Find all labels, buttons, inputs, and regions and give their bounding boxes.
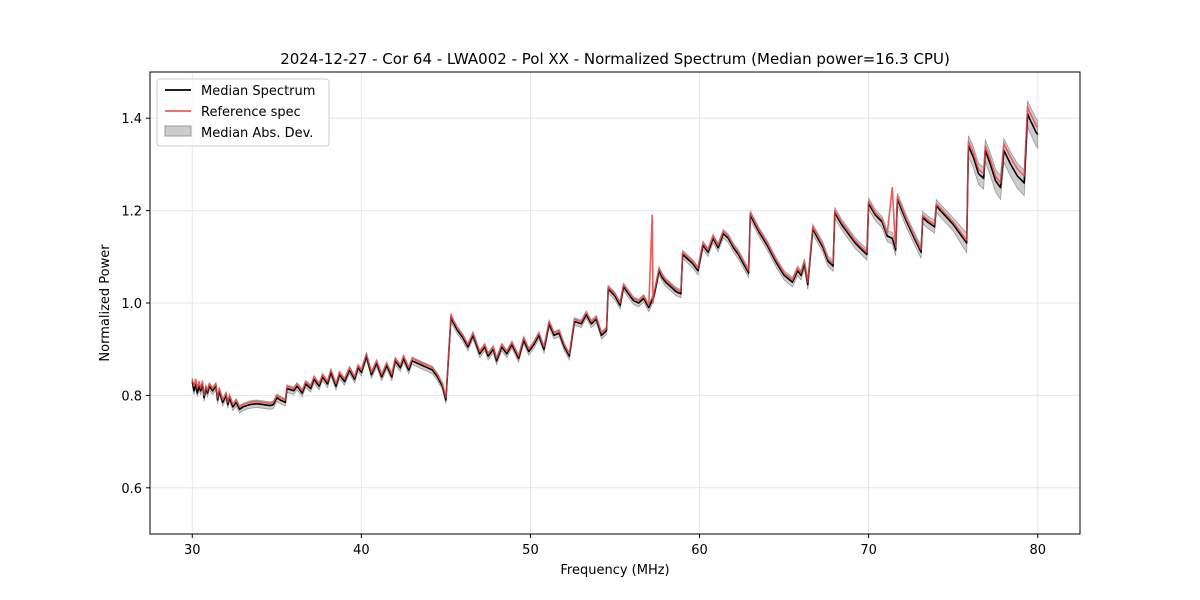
x-tick-label: 70 — [860, 543, 877, 558]
x-tick-label: 40 — [353, 543, 370, 558]
legend-label-mad: Median Abs. Dev. — [201, 126, 313, 141]
median-overlay-line — [191, 113, 1039, 411]
x-tick-label: 50 — [522, 543, 539, 558]
y-tick-label: 0.6 — [121, 482, 142, 497]
y-tick-label: 0.8 — [121, 389, 142, 404]
legend-box — [156, 78, 330, 147]
y-tick-label: 1.2 — [121, 205, 142, 220]
legend-label-reference: Reference spec — [201, 105, 301, 120]
y-axis-ticks: 0.6 0.8 1.0 1.2 1.4 — [121, 112, 150, 497]
x-tick-label: 80 — [1029, 543, 1046, 558]
reference-spectrum-line — [191, 105, 1039, 408]
x-tick-label: 30 — [184, 543, 201, 558]
x-tick-label: 60 — [691, 543, 708, 558]
x-axis-ticks: 30 40 50 60 70 80 — [184, 534, 1046, 558]
y-axis-label: Normalized Power — [98, 244, 113, 362]
y-tick-label: 1.0 — [121, 297, 142, 312]
chart-title: 2024-12-27 - Cor 64 - LWA002 - Pol XX - … — [280, 50, 950, 68]
mad-band-group — [191, 100, 1039, 414]
mad-band — [191, 100, 1039, 414]
x-axis-label: Frequency (MHz) — [560, 563, 669, 578]
y-tick-label: 1.4 — [121, 112, 142, 127]
series-group — [191, 105, 1039, 411]
legend-swatch-mad — [164, 125, 192, 137]
median-spectrum-line — [191, 112, 1039, 411]
legend-label-median: Median Spectrum — [201, 84, 315, 99]
legend: Median Spectrum Reference spec Median Ab… — [156, 78, 330, 147]
